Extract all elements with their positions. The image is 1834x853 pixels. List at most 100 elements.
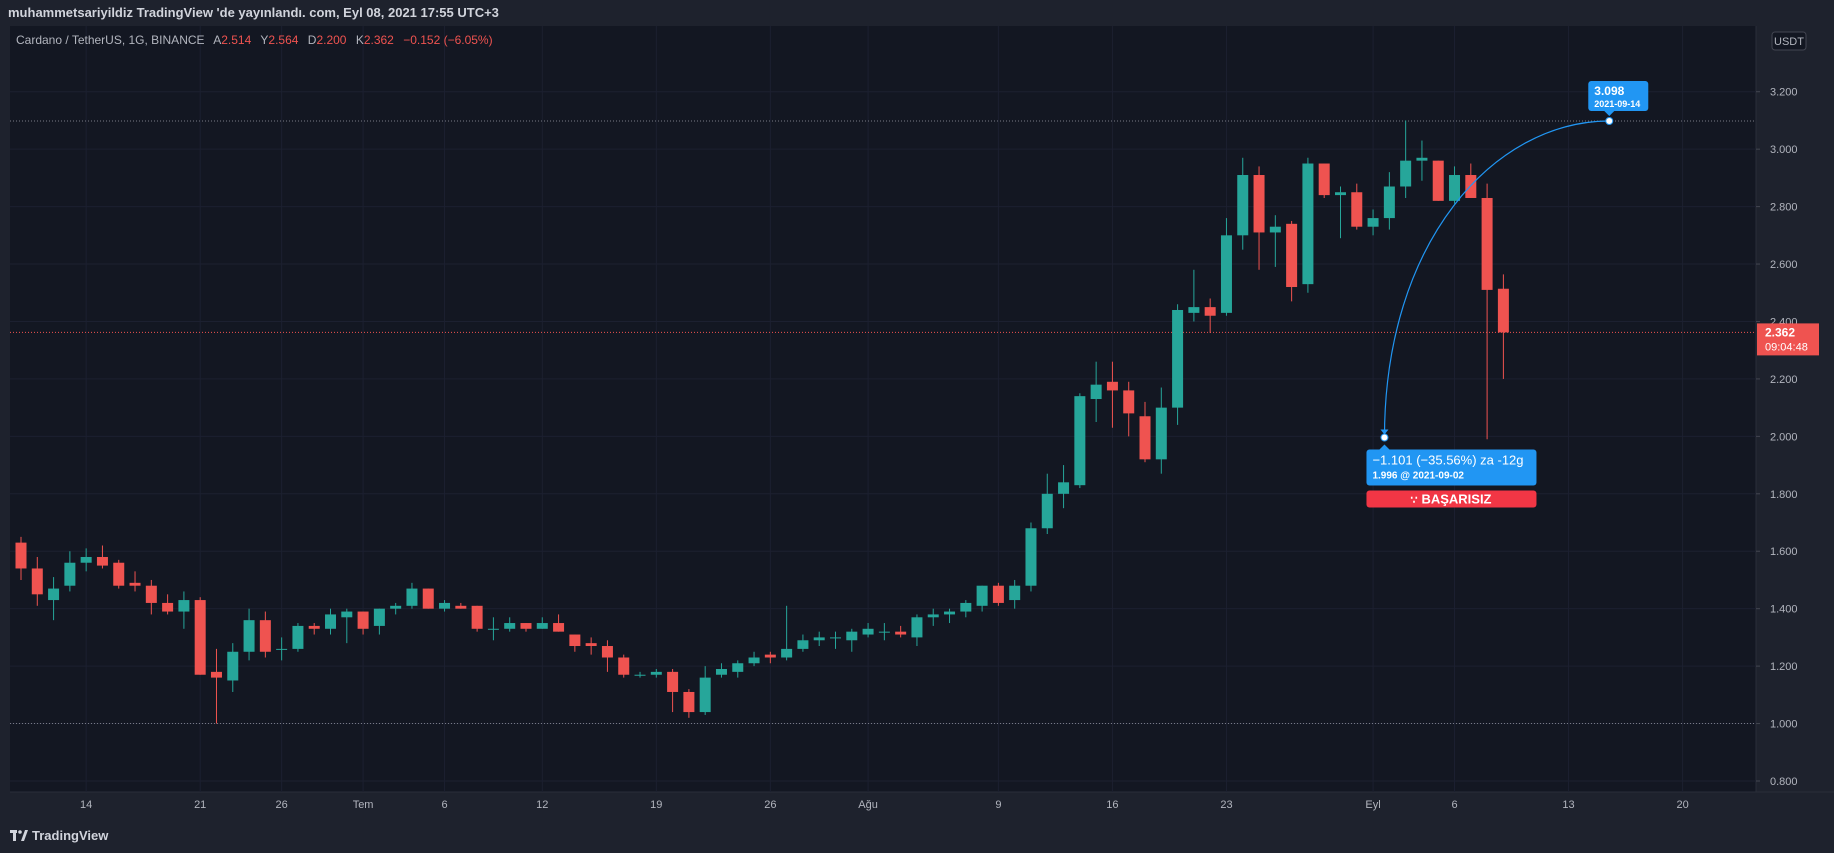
candle bbox=[911, 614, 923, 647]
candle-body bbox=[487, 628, 499, 630]
candle bbox=[308, 623, 320, 635]
status-badge[interactable]: ∵ BAŞARISIZ bbox=[1366, 490, 1537, 508]
candle-body bbox=[129, 582, 141, 586]
candle bbox=[846, 628, 858, 652]
candle bbox=[1058, 465, 1070, 509]
candle bbox=[862, 623, 874, 638]
candle-body bbox=[15, 542, 27, 569]
candle-body bbox=[748, 657, 760, 664]
candle bbox=[113, 559, 125, 589]
legend-open-label: A bbox=[213, 33, 221, 47]
candle-body bbox=[455, 605, 467, 609]
candle bbox=[1367, 209, 1379, 236]
candle bbox=[1025, 522, 1037, 592]
candle bbox=[1139, 401, 1151, 463]
candle bbox=[1432, 160, 1444, 201]
candle bbox=[341, 608, 353, 644]
time-axis[interactable]: 14 21 26 Tem 6 12 19 26 Ağu 9 16 23 Eyl 6 13 20 bbox=[80, 799, 1689, 811]
candle-body bbox=[1383, 186, 1395, 219]
current-price-box bbox=[1757, 323, 1819, 356]
sad-face-icon: ∵ bbox=[1410, 495, 1417, 507]
candle bbox=[373, 608, 385, 635]
candle-body bbox=[406, 588, 418, 606]
candle bbox=[764, 651, 776, 664]
legend-open: 2.514 bbox=[221, 33, 251, 47]
price-tick-label: 1.800 bbox=[1770, 489, 1798, 501]
target-label-box bbox=[1588, 81, 1649, 112]
candle-body bbox=[895, 631, 907, 635]
candle-body bbox=[1286, 223, 1298, 288]
candle-body bbox=[699, 677, 711, 713]
candle bbox=[1269, 215, 1281, 267]
time-tick-label: 21 bbox=[194, 799, 206, 811]
horizontal-lines bbox=[10, 120, 1756, 725]
candle-body bbox=[911, 617, 923, 638]
chart-pane[interactable] bbox=[10, 26, 1756, 792]
candle bbox=[1416, 140, 1428, 181]
candle-body bbox=[667, 671, 679, 692]
candle-body bbox=[715, 668, 727, 675]
price-tick-label: 2.600 bbox=[1770, 259, 1798, 271]
candle-body bbox=[1041, 493, 1053, 529]
candle bbox=[1383, 172, 1395, 230]
candle bbox=[878, 623, 890, 641]
time-tick-label: 19 bbox=[650, 799, 662, 811]
start-arrow-icon bbox=[1380, 429, 1389, 435]
price-tick-label: 2.800 bbox=[1770, 202, 1798, 214]
candle-body bbox=[1302, 163, 1314, 285]
candle-body bbox=[80, 556, 92, 563]
candle-body bbox=[178, 600, 190, 612]
forecast-arc bbox=[1383, 120, 1610, 438]
candle-body bbox=[243, 620, 255, 652]
candle-body bbox=[64, 562, 76, 586]
candle-body bbox=[48, 588, 60, 601]
legend-high: 2.564 bbox=[268, 33, 298, 47]
time-tick-label: 23 bbox=[1220, 799, 1232, 811]
candle-body bbox=[1188, 307, 1200, 313]
candle bbox=[667, 668, 679, 713]
candle-body bbox=[634, 674, 646, 676]
time-tick-label: 9 bbox=[995, 799, 1001, 811]
candle bbox=[601, 640, 613, 672]
candle-body bbox=[569, 634, 581, 647]
candle-body bbox=[96, 556, 108, 566]
candle-body bbox=[976, 585, 988, 606]
candle bbox=[227, 643, 239, 692]
candle bbox=[1286, 220, 1298, 302]
price-axis[interactable]: 3.2003.0002.8002.6002.4002.2002.0001.800… bbox=[1756, 87, 1798, 788]
candle-body bbox=[536, 623, 548, 629]
price-tick-label: 1.000 bbox=[1770, 719, 1798, 731]
candle bbox=[31, 556, 43, 606]
candle bbox=[1465, 163, 1477, 198]
candle-body bbox=[797, 640, 809, 649]
candle-body bbox=[618, 657, 630, 675]
candle bbox=[618, 654, 630, 678]
candle bbox=[15, 536, 27, 580]
candle bbox=[162, 594, 174, 615]
candle-body bbox=[471, 605, 483, 629]
candle bbox=[781, 605, 793, 661]
candle bbox=[48, 577, 60, 621]
candle bbox=[553, 614, 565, 632]
candle bbox=[650, 668, 662, 678]
currency-badge-label: USDT bbox=[1774, 36, 1804, 48]
candle-body bbox=[1123, 390, 1135, 414]
time-tick-label: 14 bbox=[80, 799, 92, 811]
time-tick-label: Eyl bbox=[1365, 799, 1380, 811]
candle-body bbox=[601, 646, 613, 658]
tradingview-logo-icon bbox=[10, 829, 28, 841]
candle bbox=[390, 602, 402, 615]
candle-body bbox=[308, 625, 320, 629]
tradingview-logo[interactable]: TradingView bbox=[10, 828, 108, 843]
price-chart[interactable]: 3.2003.0002.8002.6002.4002.2002.0001.800… bbox=[0, 26, 1834, 819]
candle bbox=[748, 651, 760, 667]
candle-body bbox=[1253, 175, 1265, 233]
candle-body bbox=[227, 651, 239, 681]
time-tick-label: 6 bbox=[441, 799, 447, 811]
publish-line: muhammetsariyildiz TradingView 'de yayın… bbox=[8, 5, 499, 20]
candle bbox=[1351, 183, 1363, 230]
candle-body bbox=[1318, 163, 1330, 196]
currency-badge[interactable]: USDT bbox=[1771, 31, 1807, 51]
candle-body bbox=[439, 602, 451, 609]
